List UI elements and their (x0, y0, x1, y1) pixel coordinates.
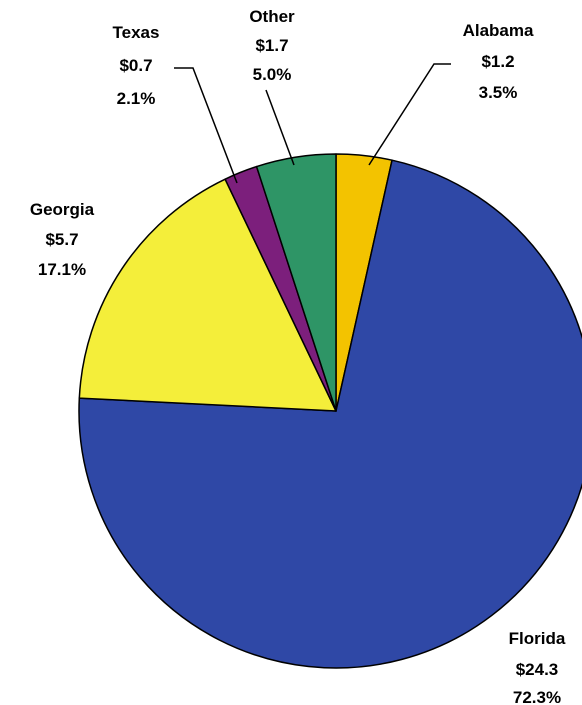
pie-slice-florida (78, 159, 582, 669)
slice-label-other: Other (249, 7, 295, 26)
slice-label-florida: Florida (509, 629, 566, 648)
pie-slice-other (255, 153, 337, 412)
slice-value-florida: $24.3 (516, 660, 559, 679)
slice-label-alabama: Alabama (463, 21, 534, 40)
slice-labels: Texas $0.7 2.1% Other $1.7 5.0% Alabama … (30, 7, 566, 705)
slice-percent-florida: 72.3% (513, 688, 561, 705)
slice-value-georgia: $5.7 (45, 230, 78, 249)
pie-slices (78, 153, 582, 669)
slice-percent-other: 5.0% (253, 65, 292, 84)
slice-label-texas: Texas (113, 23, 160, 42)
slice-percent-texas: 2.1% (117, 89, 156, 108)
slice-percent-alabama: 3.5% (479, 83, 518, 102)
slice-value-alabama: $1.2 (481, 52, 514, 71)
leader-line-alabama (368, 63, 451, 166)
slice-percent-georgia: 17.1% (38, 260, 86, 279)
slice-value-texas: $0.7 (119, 56, 152, 75)
leader-line-other (265, 89, 295, 166)
slice-label-georgia: Georgia (30, 200, 95, 219)
slice-value-other: $1.7 (255, 36, 288, 55)
pie-slice-georgia (78, 178, 337, 412)
leader-line-texas (174, 67, 238, 184)
leader-lines (174, 63, 451, 184)
